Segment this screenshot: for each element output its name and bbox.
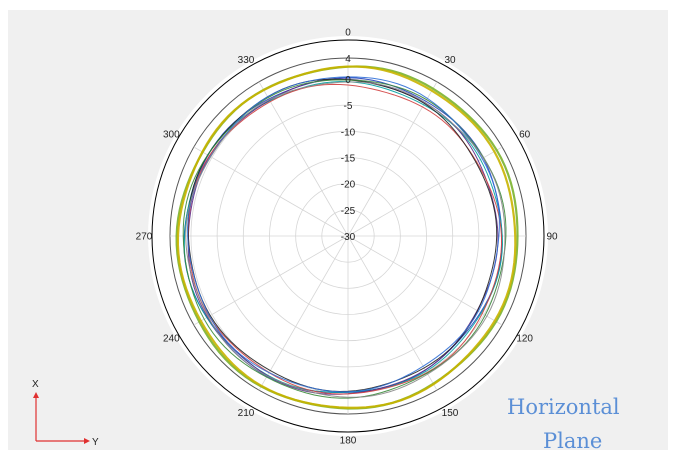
- plane-label-line2: Plane: [543, 429, 602, 453]
- angle-tick-label: 210: [238, 408, 255, 419]
- angle-tick-label: 270: [136, 232, 153, 243]
- radial-tick-label: -25: [341, 206, 356, 217]
- y-arrow-head: [84, 438, 90, 444]
- angular-spoke: [193, 235, 349, 326]
- x-axis-label: X: [32, 379, 39, 390]
- radial-tick-label: -15: [341, 153, 356, 164]
- axis-indicator: X Y: [32, 379, 99, 448]
- angle-tick-label: 0: [345, 28, 351, 39]
- angular-spoke: [347, 235, 438, 391]
- angular-spoke: [258, 81, 349, 237]
- polar-grid: [148, 36, 548, 436]
- radial-tick-label: -20: [341, 180, 356, 191]
- angular-spoke: [347, 81, 438, 237]
- plane-label-line1: Horizontal: [507, 395, 620, 419]
- radial-tick-label: -10: [341, 127, 356, 138]
- angle-tick-label: 240: [163, 334, 180, 345]
- angle-tick-label: 150: [442, 408, 459, 419]
- radial-tick-label: -30: [341, 232, 356, 243]
- pattern-trace-6: [187, 83, 503, 395]
- pattern-trace-2: [176, 65, 517, 409]
- tick-labels: 0 30 60 90 120 150 180 210 240 270 300 330 4 0 -5 -10 -1…: [136, 28, 558, 447]
- radial-tick-label: 4: [345, 54, 351, 65]
- y-axis-label: Y: [92, 437, 99, 448]
- pattern-trace-10: [185, 81, 506, 398]
- angle-tick-label: 300: [163, 130, 180, 141]
- angular-spoke: [347, 235, 503, 326]
- angle-tick-label: 180: [340, 436, 357, 447]
- angle-tick-label: 30: [444, 55, 456, 66]
- angle-tick-label: 60: [519, 130, 531, 141]
- angle-tick-label: 120: [516, 334, 533, 345]
- pattern-traces: [175, 65, 519, 410]
- x-arrow-head: [33, 392, 39, 398]
- angle-tick-label: 330: [238, 55, 255, 66]
- angular-spoke: [258, 235, 349, 391]
- radial-tick-label: -5: [344, 101, 353, 112]
- angular-spoke: [193, 146, 349, 237]
- outer-frame-ring: [151, 39, 545, 433]
- angle-tick-label: 90: [546, 232, 558, 243]
- radial-tick-label: 0: [345, 75, 351, 86]
